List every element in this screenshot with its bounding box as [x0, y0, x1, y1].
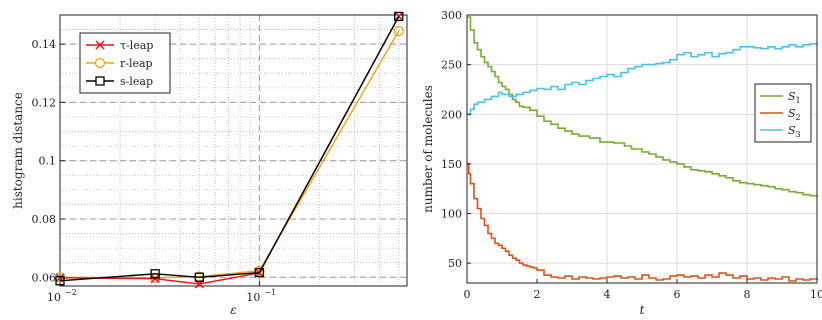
x-tick-exponent: −2: [65, 288, 77, 297]
data-point-r: [393, 25, 404, 37]
y-tick-label: 50: [448, 257, 462, 270]
series-line-s1: [467, 16, 818, 197]
y-axis-label: number of molecules: [421, 85, 435, 213]
data-point-s: [254, 267, 265, 278]
series-line-s3: [467, 42, 818, 116]
x-tick-label: 10: [47, 291, 61, 304]
y-tick-label: 0.08: [32, 213, 57, 226]
legend-label: r-leap: [120, 57, 153, 70]
legend-marker: [95, 40, 105, 50]
x-tick-label: 0: [464, 288, 471, 301]
legend-label: τ-leap: [120, 39, 153, 52]
data-point-tau: [150, 274, 160, 284]
data-point-s: [194, 272, 205, 282]
legend-label: s-leap: [120, 75, 153, 88]
x-tick-label: 4: [604, 288, 611, 301]
x-tick-label: 10: [246, 291, 260, 304]
y-tick-label: 0.14: [32, 38, 57, 51]
x-tick-label: 2: [534, 288, 541, 301]
histogram-distance-chart: 0.06 0.08 0.1 0.12 0.14 10 −2 10 −1 ε histogram di…: [11, 11, 408, 317]
y-tick-label: 250: [441, 59, 462, 72]
plot-frame: [466, 14, 818, 284]
y-axis-label: histogram distance: [11, 92, 25, 209]
legend-marker: [95, 76, 105, 86]
data-point-s: [394, 11, 404, 22]
y-tick-label: 200: [441, 108, 462, 121]
y-tick-label: 0.12: [32, 96, 57, 109]
series-line-s2: [467, 163, 818, 282]
x-tick-label: 6: [674, 288, 681, 301]
x-axis-label: t: [640, 303, 645, 317]
data-point-s: [150, 269, 160, 279]
data-point-s: [55, 276, 65, 286]
data-point-tau: [394, 11, 404, 21]
y-tick-label: 100: [441, 208, 462, 221]
plot-frame: [59, 14, 408, 287]
y-tick-label: 0.06: [32, 271, 57, 284]
legend-marker: [94, 57, 106, 69]
x-tick-label: 8: [744, 288, 751, 301]
legend-label: S3: [788, 124, 801, 139]
x-axis-label: ε: [230, 303, 236, 317]
y-tick-label: 150: [441, 158, 462, 171]
y-tick-label: 0.1: [39, 155, 57, 168]
x-tick-label: 10: [810, 288, 822, 301]
y-tick-label: 300: [441, 9, 462, 22]
series-line-2: [59, 16, 400, 282]
molecule-count-chart: 50 100 150 200 250 300 0 2 4 6 8 10 t number of molec…: [421, 9, 822, 317]
legend-label: S1: [788, 90, 801, 105]
x-tick-exponent: −1: [264, 288, 276, 297]
legend-label: S2: [788, 107, 801, 122]
